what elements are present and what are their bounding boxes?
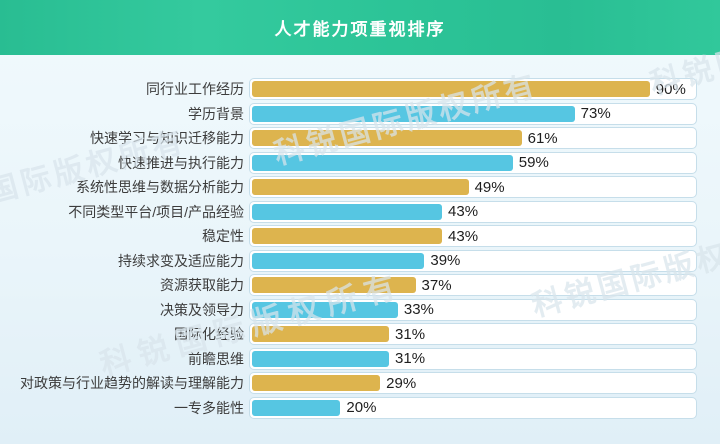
value-label: 31% [395, 325, 426, 343]
bar-track: 43% [249, 200, 697, 223]
bar-fill [252, 203, 443, 220]
category-label: 对政策与行业趋势的解读与理解能力 [20, 375, 244, 391]
bar-fill [252, 179, 469, 195]
chart-row: 系统性思维与数据分析能力 49% [0, 176, 720, 198]
bar-fill [252, 326, 390, 342]
category-label: 持续求变及适应能力 [118, 252, 244, 269]
value-label: 61% [527, 129, 558, 147]
bar-fill [252, 105, 575, 122]
bar-track: 37% [249, 274, 697, 296]
chart-row: 同行业工作经历 90% [0, 78, 720, 100]
bar-track: 59% [249, 151, 697, 174]
value-label: 29% [386, 374, 417, 392]
bar-fill [252, 399, 341, 416]
bar-fill [252, 228, 443, 244]
chart-row: 快速推进与执行能力 59% [0, 151, 720, 174]
bar-fill [252, 350, 390, 367]
bar-fill [252, 277, 416, 293]
chart-row: 前瞻思维 31% [0, 347, 720, 370]
bar-track: 61% [249, 127, 697, 149]
bar-track: 31% [249, 323, 697, 345]
value-label: 20% [346, 399, 377, 416]
chart-row: 学历背景 73% [0, 102, 720, 125]
value-label: 43% [448, 227, 479, 245]
category-label: 国际化经验 [174, 326, 244, 342]
category-label: 快速推进与执行能力 [118, 154, 244, 171]
chart-row: 决策及领导力 33% [0, 298, 720, 321]
category-label: 不同类型平台/项目/产品经验 [68, 203, 244, 220]
chart-row: 快速学习与知识迁移能力 61% [0, 127, 720, 149]
chart-row: 持续求变及适应能力 39% [0, 249, 720, 272]
chart-row: 国际化经验 31% [0, 323, 720, 345]
value-label: 39% [430, 252, 461, 269]
chart-row: 对政策与行业趋势的解读与理解能力 29% [0, 372, 720, 394]
category-label: 一专多能性 [174, 399, 244, 416]
value-label: 33% [403, 301, 434, 318]
bar-track: 90% [249, 78, 697, 100]
chart-row: 一专多能性 20% [0, 396, 720, 419]
category-label: 稳定性 [202, 228, 244, 244]
bar-track: 31% [249, 347, 697, 370]
bar-fill [252, 252, 425, 269]
value-label: 43% [448, 203, 479, 220]
value-label: 59% [518, 154, 549, 171]
chart-title: 人才能力项重视排序 [274, 20, 446, 39]
bar-chart: 同行业工作经历 90% 学历背景 73% 快速学习与知识迁移能力 61% 快速推… [0, 78, 720, 421]
value-label: 49% [474, 178, 505, 196]
chart-header: 人才能力项重视排序 [0, 0, 720, 55]
bar-fill [252, 154, 513, 171]
category-label: 决策及领导力 [160, 301, 244, 318]
bar-fill [252, 375, 381, 391]
category-label: 快速学习与知识迁移能力 [90, 130, 244, 146]
value-label: 73% [580, 105, 611, 122]
bar-fill [252, 301, 398, 318]
chart-row: 稳定性 43% [0, 225, 720, 247]
bar-track: 43% [249, 225, 697, 247]
category-label: 资源获取能力 [160, 277, 244, 293]
bar-track: 49% [249, 176, 697, 198]
bar-track: 73% [249, 102, 697, 125]
bar-track: 33% [249, 298, 697, 321]
category-label: 前瞻思维 [188, 350, 244, 367]
value-label: 37% [421, 276, 452, 294]
chart-row: 资源获取能力 37% [0, 274, 720, 296]
bar-track: 20% [249, 396, 697, 419]
bar-track: 29% [249, 372, 697, 394]
chart-row: 不同类型平台/项目/产品经验 43% [0, 200, 720, 223]
bar-track: 39% [249, 249, 697, 272]
value-label: 31% [395, 350, 426, 367]
category-label: 系统性思维与数据分析能力 [76, 179, 244, 195]
category-label: 学历背景 [188, 105, 244, 122]
value-label: 90% [655, 80, 686, 98]
bar-fill [252, 130, 522, 146]
bar-fill [252, 81, 650, 97]
category-label: 同行业工作经历 [146, 81, 244, 97]
